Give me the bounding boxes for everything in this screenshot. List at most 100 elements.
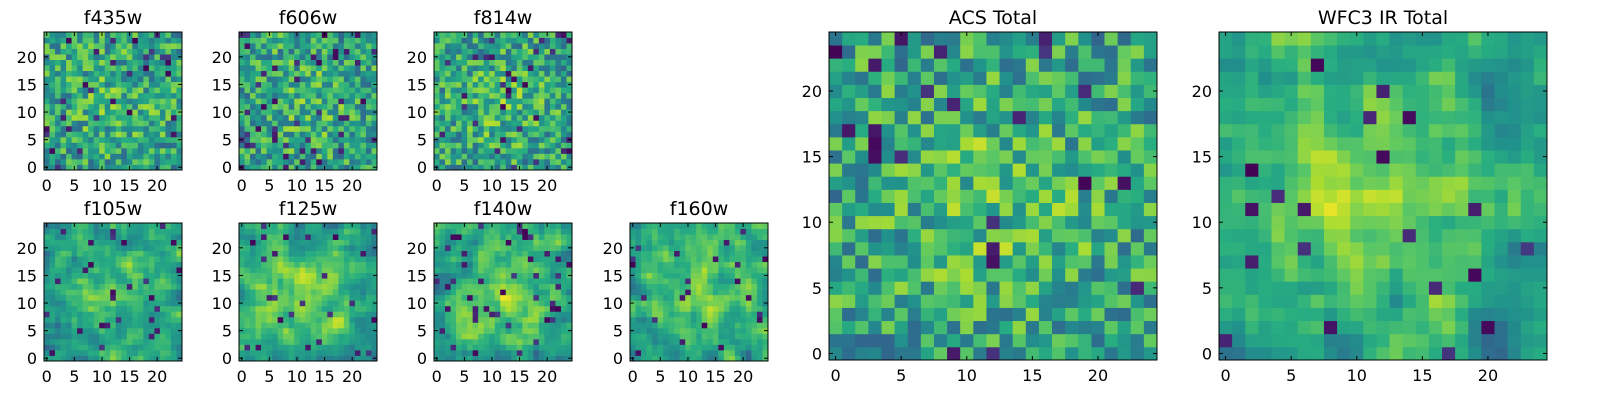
heatmap-cell [261, 228, 267, 235]
heatmap-cell [176, 87, 183, 94]
heatmap-cell [668, 355, 675, 362]
heatmap-cell [1038, 268, 1053, 282]
heatmap-cell [104, 158, 111, 165]
heatmap-cell [294, 136, 301, 143]
heatmap-cell [143, 289, 150, 296]
heatmap-cell [137, 125, 144, 132]
heatmap-cell [674, 261, 681, 268]
heatmap-cell [132, 245, 139, 251]
heatmap-cell [842, 150, 856, 164]
heatmap-cell [522, 158, 529, 165]
heatmap-cell [239, 43, 245, 49]
heatmap-cell [115, 147, 122, 154]
heatmap-cell [560, 37, 567, 44]
heatmap-cell [321, 76, 328, 83]
heatmap-cell [707, 223, 714, 229]
heatmap-cell [88, 283, 95, 290]
heatmap-cell [505, 147, 512, 154]
heatmap-cell [456, 256, 462, 263]
heatmap-cell [483, 125, 490, 132]
heatmap-cell [456, 109, 462, 116]
heatmap-cell [505, 349, 512, 356]
heatmap-cell [288, 228, 295, 235]
heatmap-cell [244, 355, 251, 362]
heatmap-cell [439, 256, 446, 263]
heatmap-cell [511, 316, 518, 323]
heatmap-cell [439, 125, 446, 132]
heatmap-cell [920, 228, 935, 243]
heatmap-cell [679, 261, 686, 268]
heatmap-cell [165, 300, 172, 307]
heatmap-cell [560, 355, 567, 362]
heatmap-cell [505, 109, 512, 116]
heatmap-cell [434, 239, 440, 246]
heatmap-cell [104, 32, 111, 38]
heatmap-cell [478, 65, 485, 72]
heatmap-cell [132, 164, 139, 171]
heatmap-cell [685, 322, 692, 329]
heatmap-cell [707, 333, 714, 340]
heatmap-cell [115, 158, 122, 165]
heatmap-cell [635, 250, 642, 257]
x-tick-label: 20 [537, 176, 557, 195]
heatmap-cell [316, 109, 323, 116]
heatmap-cell [494, 70, 501, 77]
heatmap-cell [354, 48, 361, 55]
heatmap-cell [729, 250, 736, 257]
heatmap-cell [511, 158, 518, 165]
heatmap-cell [511, 37, 518, 44]
heatmap-cell [450, 316, 457, 323]
heatmap-cell [434, 250, 440, 257]
heatmap-cell [93, 256, 100, 263]
heatmap-cell [88, 136, 95, 143]
heatmap-cell [544, 256, 551, 263]
heatmap-cell [77, 147, 84, 154]
heatmap-cell [663, 283, 670, 290]
heatmap-cell [115, 70, 122, 77]
heatmap-cell [132, 305, 139, 312]
heatmap-cell [516, 43, 523, 49]
heatmap-cell [456, 59, 462, 66]
heatmap-cell [294, 109, 301, 116]
heatmap-cell [316, 223, 323, 229]
heatmap-cell [244, 153, 251, 160]
heatmap-cell [71, 338, 78, 345]
heatmap-cell [354, 234, 361, 240]
heatmap-cell [277, 338, 284, 345]
heatmap-cell [93, 158, 100, 165]
heatmap-cell [500, 228, 507, 235]
heatmap-cell [718, 267, 725, 274]
heatmap-cell [360, 48, 367, 55]
heatmap-cell [66, 147, 72, 154]
heatmap-cell [947, 281, 961, 295]
heatmap-cell [1065, 228, 1079, 243]
heatmap-cell [472, 109, 479, 116]
heatmap-cell [690, 239, 697, 246]
heatmap-cell [343, 267, 350, 274]
heatmap-cell [712, 333, 719, 340]
heatmap-cell [527, 228, 534, 235]
heatmap-cell [299, 109, 306, 116]
heatmap-cell [494, 48, 501, 55]
heatmap-cell [299, 322, 306, 329]
heatmap-cell [494, 305, 501, 312]
heatmap-cell [478, 344, 485, 351]
heatmap-cell [555, 120, 562, 127]
heatmap-cell [343, 153, 350, 160]
heatmap-cell [349, 109, 356, 116]
heatmap-cell [881, 346, 895, 361]
heatmap-cell [450, 333, 457, 340]
heatmap-cell [734, 355, 741, 362]
heatmap-cell [99, 54, 106, 60]
heatmap-cell [456, 125, 462, 132]
heatmap-cell [148, 250, 155, 257]
heatmap-cell [176, 147, 183, 154]
heatmap-cell [316, 344, 323, 351]
heatmap-cell [549, 228, 556, 235]
heatmap-cell [478, 283, 485, 290]
heatmap-cell [1117, 268, 1132, 282]
heatmap-cell [855, 320, 869, 335]
heatmap-cell [674, 289, 681, 296]
heatmap-cell [960, 320, 974, 335]
heatmap-cell [635, 305, 642, 312]
